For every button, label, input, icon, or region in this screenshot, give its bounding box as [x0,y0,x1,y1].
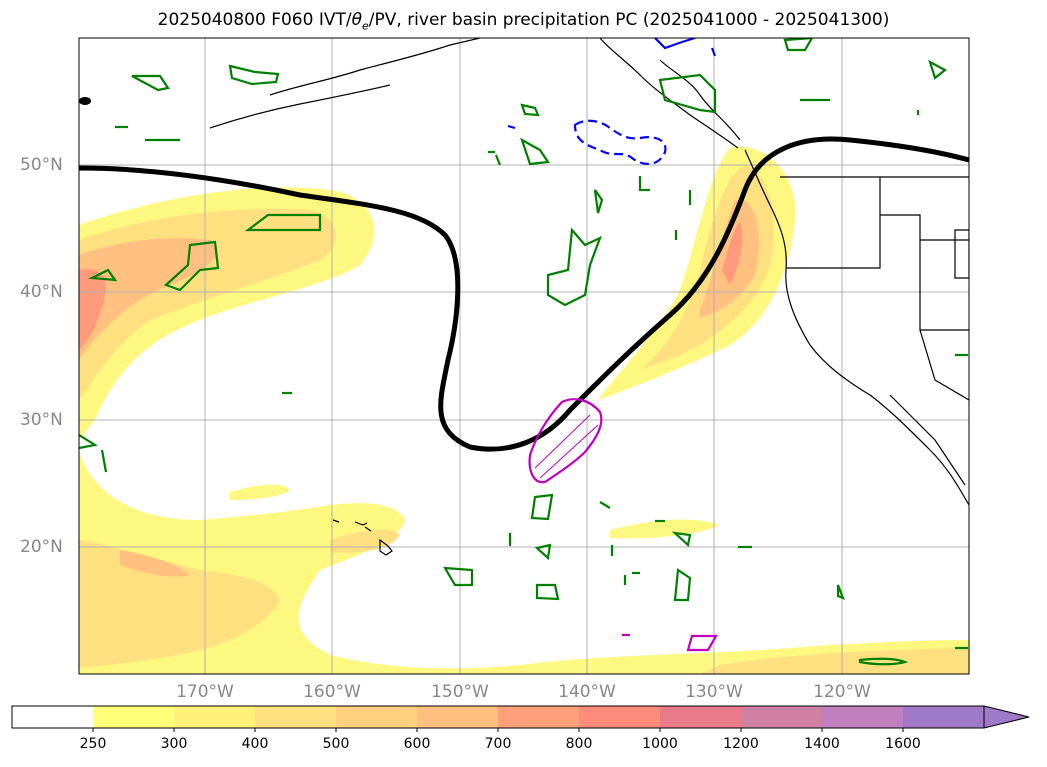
colorbar-segment [93,706,174,728]
lon-label-150W: 150°W [431,682,489,702]
colorbar-tick-label: 250 [79,736,107,752]
precip-magenta [528,398,603,484]
colorbar-extend-arrow [983,705,1030,729]
colorbar-segment [12,706,93,728]
colorbar-outline [11,705,985,729]
graticule [79,38,969,674]
colorbar-tick-label: 500 [322,736,350,752]
lon-label-120W: 120°W [813,682,871,702]
precip-blue-dashed [573,119,667,166]
lat-label-30N: 30°N [20,410,63,430]
colorbar-tick-label: 1000 [642,736,678,752]
colorbar-tick-label: 400 [241,736,269,752]
colorbar-segment [336,706,417,728]
colorbar-segment [741,706,822,728]
colorbar-segment [174,706,255,728]
colorbar-tick-label: 700 [484,736,512,752]
colorbar-tick-label: 300 [160,736,188,752]
theta-green-contours [79,38,968,666]
colorbar-segment [822,706,903,728]
lat-label-50N: 50°N [20,155,63,175]
map-panel [79,38,969,674]
lon-label-140W: 140°W [558,682,616,702]
colorbar-tick-label: 600 [403,736,431,752]
colorbar-segment [579,706,660,728]
colorbar [11,705,1030,732]
lon-label-160W: 160°W [303,682,361,702]
lon-label-170W: 170°W [176,682,234,702]
colorbar-segment [903,706,984,728]
colorbar-segment [660,706,741,728]
lon-label-130W: 130°W [685,682,743,702]
colorbar-tick-label: 1200 [723,736,759,752]
lat-label-20N: 20°N [20,537,63,557]
pv-contour [79,136,969,452]
colorbar-tick-label: 1400 [804,736,840,752]
map-title: 2025040800 F060 IVT/θe/PV, river basin p… [157,10,890,33]
lat-label-40N: 40°N [20,282,63,302]
colorbar-segment [417,706,498,728]
colorbar-segment [498,706,579,728]
colorbar-tick-label: 1600 [885,736,921,752]
colorbar-segment [255,706,336,728]
coastlines [209,38,969,556]
colorbar-tick-label: 800 [565,736,593,752]
map-frame [78,37,970,675]
